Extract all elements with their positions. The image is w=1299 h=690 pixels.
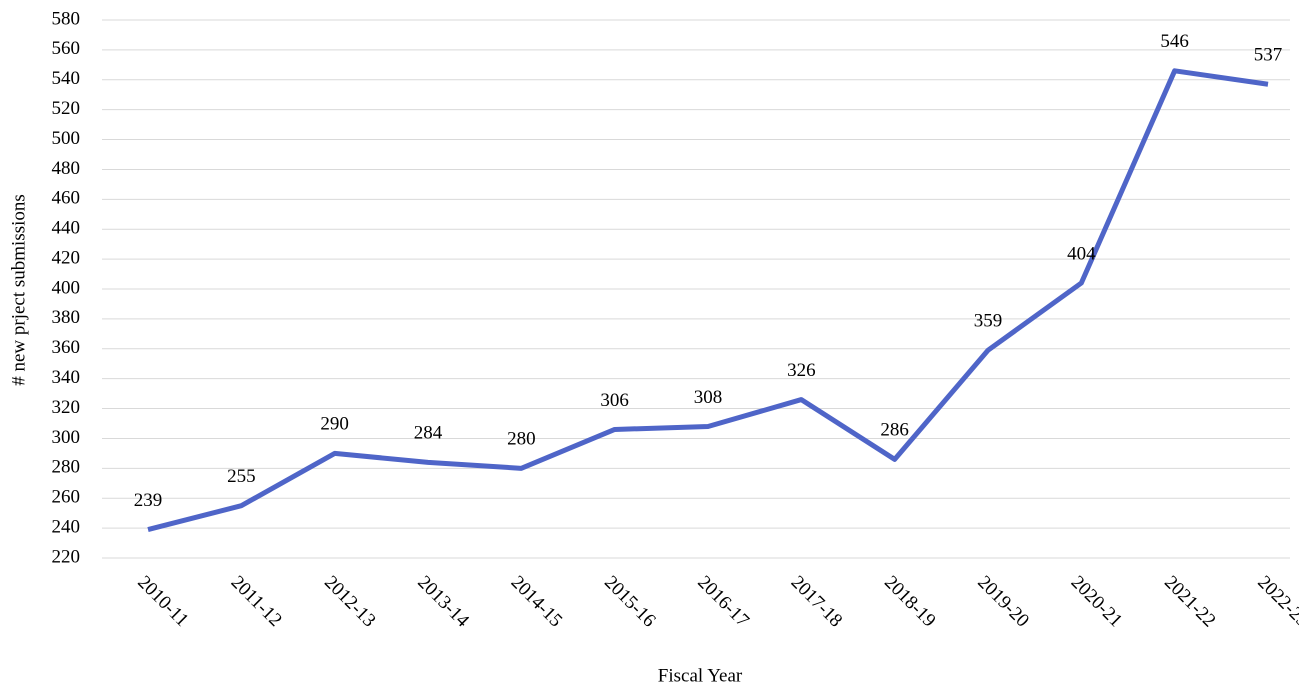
- x-tick-label: 2019-20: [973, 572, 1033, 632]
- data-label: 286: [880, 420, 909, 441]
- y-axis-title: # new prject submissions: [8, 194, 29, 386]
- x-axis-title: Fiscal Year: [658, 665, 743, 686]
- y-tick-label: 340: [52, 367, 81, 388]
- y-tick-label: 220: [52, 546, 81, 567]
- y-tick-label: 460: [52, 188, 81, 209]
- y-tick-label: 280: [52, 457, 81, 478]
- x-tick-label: 2012-13: [320, 572, 380, 632]
- y-tick-label: 360: [52, 337, 81, 358]
- data-label: 308: [694, 387, 723, 408]
- data-line: [147, 68, 1269, 533]
- y-tick-label: 380: [52, 307, 81, 328]
- x-tick-label: 2020-21: [1067, 572, 1127, 632]
- data-label: 284: [414, 423, 443, 444]
- y-tick-label: 520: [52, 98, 81, 119]
- x-tick-label: 2010-11: [133, 572, 192, 631]
- y-tick-label: 320: [52, 397, 81, 418]
- y-tick-label: 420: [52, 247, 81, 268]
- x-tick-label: 2021-22: [1160, 572, 1220, 632]
- y-tick-label: 400: [52, 277, 81, 298]
- data-label: 280: [507, 429, 536, 450]
- y-tick-label: 440: [52, 218, 81, 239]
- data-label: 290: [320, 414, 349, 435]
- y-tick-label: 500: [52, 128, 81, 149]
- x-tick-label: 2022-23: [1253, 572, 1299, 632]
- x-tick-label: 2017-18: [787, 572, 847, 632]
- y-tick-label: 240: [52, 516, 81, 537]
- y-tick-label: 580: [52, 8, 81, 29]
- data-label: 404: [1067, 243, 1096, 264]
- data-label: 537: [1254, 45, 1283, 66]
- x-tick-label: 2014-15: [507, 572, 567, 632]
- x-tick-label: 2013-14: [413, 572, 473, 632]
- data-label: 255: [227, 466, 256, 487]
- y-tick-label: 540: [52, 68, 81, 89]
- data-label: 239: [134, 490, 163, 511]
- x-tick-label: 2011-12: [227, 572, 286, 631]
- data-label: 306: [600, 390, 629, 411]
- data-label: 359: [974, 311, 1003, 332]
- data-label: 546: [1160, 31, 1189, 52]
- y-tick-label: 260: [52, 487, 81, 508]
- data-label: 326: [787, 360, 816, 381]
- y-tick-label: 560: [52, 38, 81, 59]
- y-tick-label: 300: [52, 427, 81, 448]
- x-tick-label: 2016-17: [693, 572, 753, 632]
- y-tick-label: 480: [52, 158, 81, 179]
- x-tick-label: 2015-16: [600, 572, 660, 632]
- x-tick-label: 2018-19: [880, 572, 940, 632]
